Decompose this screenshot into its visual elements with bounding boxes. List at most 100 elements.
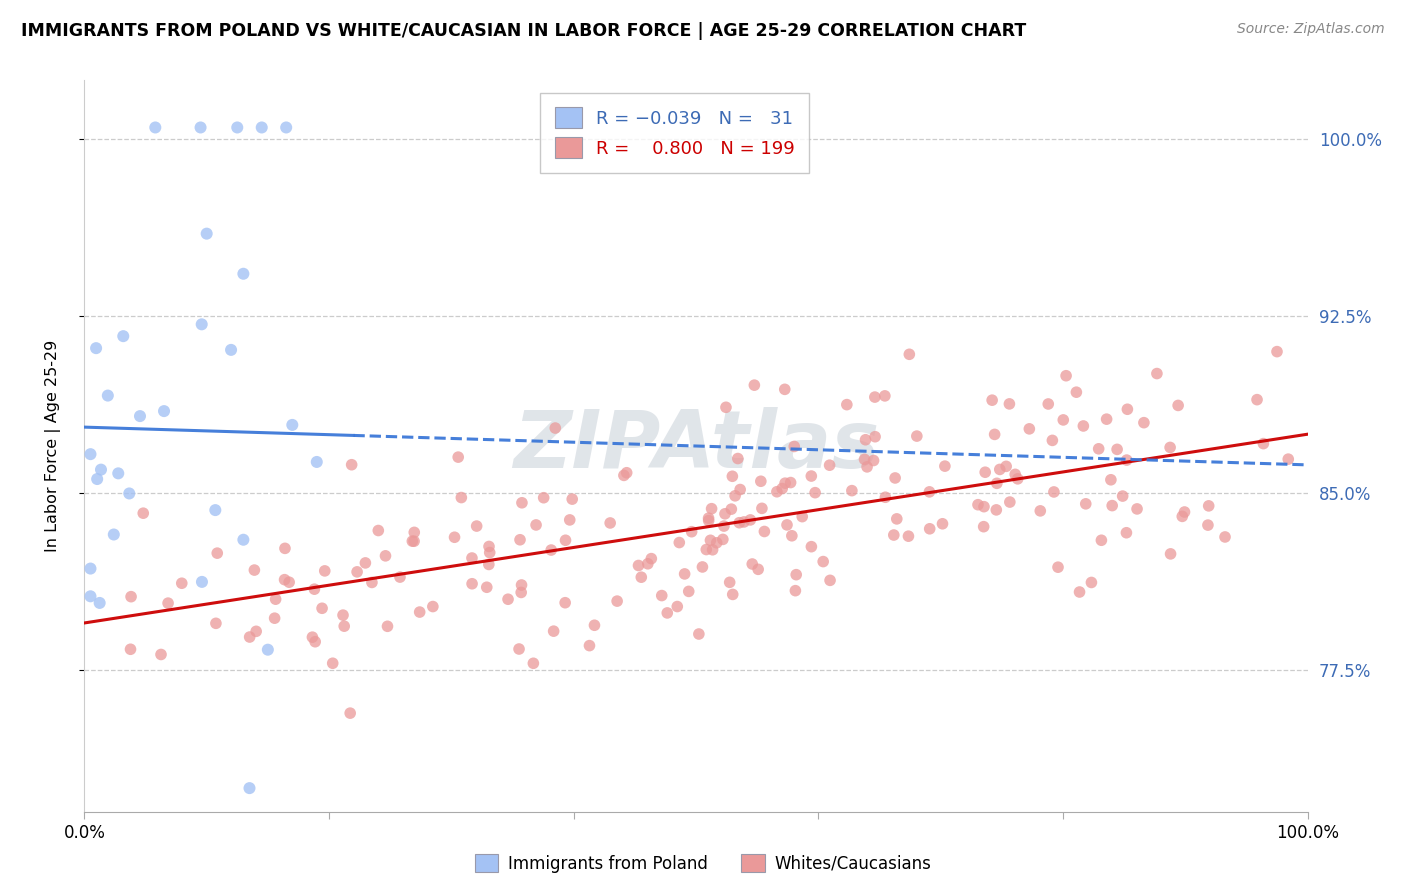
Point [657,606,679,620]
Point [79,561,101,575]
Point [1197,518,1219,533]
Point [918,522,941,536]
Point [404,534,426,549]
Point [79,589,101,603]
Point [340,458,363,472]
Point [668,535,690,549]
Point [1277,452,1299,467]
Point [219,343,242,357]
Text: ZIPAtlas: ZIPAtlas [513,407,879,485]
Point [377,619,399,633]
Point [118,486,141,500]
Point [447,450,470,464]
Point [1265,344,1288,359]
Point [465,519,488,533]
Point [1047,560,1070,574]
Point [276,120,298,135]
Point [1111,489,1133,503]
Point [143,120,166,135]
Point [727,451,749,466]
Point [883,528,905,542]
Point [311,601,333,615]
Point [875,490,897,504]
Point [1099,473,1122,487]
Point [724,489,747,503]
Point [97,388,120,402]
Point [692,560,714,574]
Point [544,421,567,435]
Point [239,630,262,644]
Point [510,578,533,592]
Point [747,562,769,576]
Point [1171,509,1194,524]
Point [443,530,465,544]
Point [1069,585,1091,599]
Point [232,533,254,547]
Point [1213,530,1236,544]
Point [835,398,858,412]
Point [728,483,751,497]
Point [841,483,863,498]
Point [983,427,1005,442]
Point [120,590,142,604]
Point [1146,367,1168,381]
Point [1160,547,1182,561]
Point [401,534,423,549]
Point [1080,575,1102,590]
Point [207,546,229,560]
Point [721,469,744,483]
Point [1066,385,1088,400]
Point [1173,505,1195,519]
Point [720,502,742,516]
Point [779,475,801,490]
Point [1198,499,1220,513]
Point [714,401,737,415]
Text: Source: ZipAtlas.com: Source: ZipAtlas.com [1237,22,1385,37]
Point [718,575,741,590]
Point [578,639,600,653]
Legend: Immigrants from Poland, Whites/Caucasians: Immigrants from Poland, Whites/Caucasian… [468,847,938,880]
Point [170,576,193,591]
Point [998,397,1021,411]
Point [800,469,823,483]
Point [554,596,576,610]
Point [931,516,953,531]
Point [986,503,1008,517]
Point [776,517,799,532]
Point [780,529,803,543]
Point [510,585,533,599]
Point [496,592,519,607]
Point [973,500,995,514]
Point [678,584,700,599]
Point [204,503,226,517]
Point [86,472,108,486]
Point [673,566,696,581]
Point [898,347,921,361]
Point [354,556,377,570]
Point [374,549,396,563]
Point [1007,472,1029,486]
Point [79,447,101,461]
Point [897,529,920,543]
Point [981,393,1004,408]
Point [103,527,125,541]
Point [475,580,498,594]
Point [478,558,501,572]
Point [651,589,673,603]
Point [884,471,907,485]
Point [1107,442,1129,457]
Point [862,453,884,467]
Point [1246,392,1268,407]
Point [773,476,796,491]
Point [153,404,176,418]
Point [751,501,773,516]
Point [461,576,484,591]
Point [238,781,260,796]
Point [226,120,249,135]
Point [873,389,896,403]
Point [637,557,659,571]
Point [346,565,368,579]
Point [740,513,762,527]
Point [243,563,266,577]
Point [863,430,886,444]
